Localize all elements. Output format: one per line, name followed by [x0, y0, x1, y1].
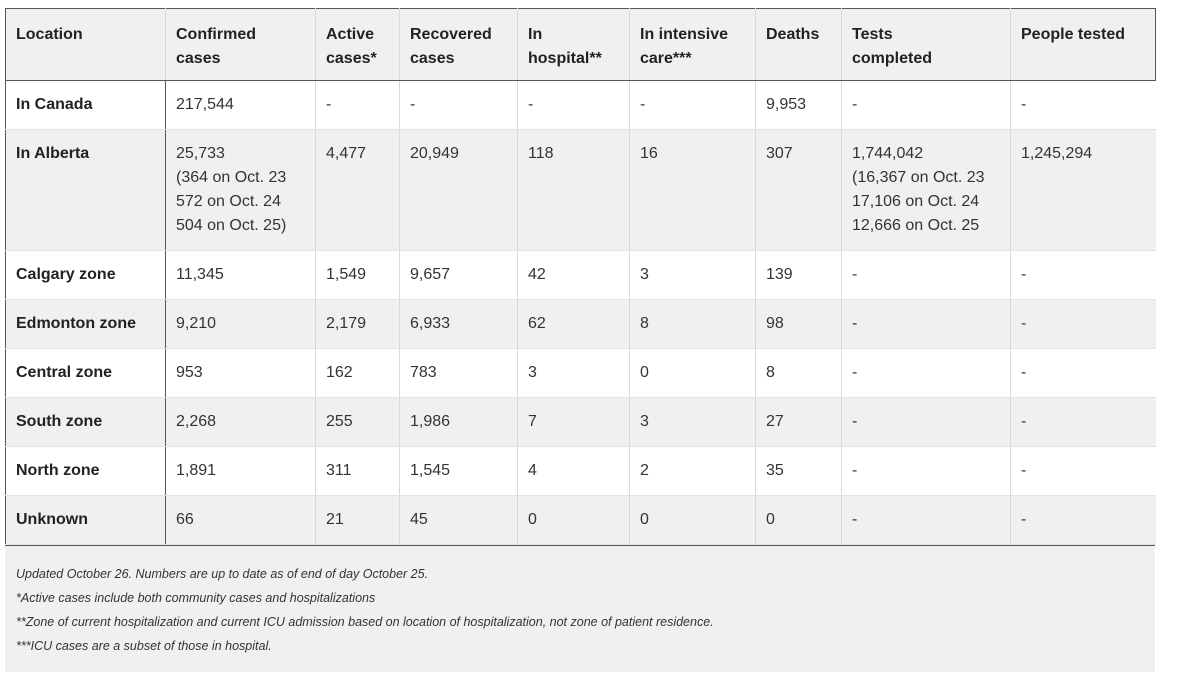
cell-confirmed-cases: 1,891	[165, 446, 316, 496]
cell-location: Unknown	[5, 495, 166, 545]
cell-location: Calgary zone	[5, 250, 166, 300]
table-row: Central zone 953 162 783 3 0 8- -	[5, 348, 1156, 398]
cell-in-hospital: 0	[517, 495, 630, 545]
cell-active-cases: 1,549	[315, 250, 400, 300]
table-row: Edmonton zone 9,210 2,179 6,933 62 8 98- -	[5, 299, 1156, 349]
cell-people-tested: -	[1010, 348, 1156, 398]
header-deaths: Deaths	[755, 8, 842, 81]
cell-location: Central zone	[5, 348, 166, 398]
note-hospitalization-zone: **Zone of current hospitalization and cu…	[16, 615, 714, 629]
cell-location: In Alberta	[5, 129, 166, 251]
cell-recovered-cases: 1,986	[399, 397, 518, 447]
cell-people-tested: -	[1010, 397, 1156, 447]
cell-confirmed-cases: 2,268	[165, 397, 316, 447]
cell-recovered-cases: 9,657	[399, 250, 518, 300]
cell-active-cases: 311	[315, 446, 400, 496]
cell-deaths: 307	[755, 129, 842, 251]
cell-confirmed-cases: 11,345	[165, 250, 316, 300]
cell-deaths: 35	[755, 446, 842, 496]
cell-intensive-care: -	[629, 80, 756, 130]
cell-active-cases: -	[315, 80, 400, 130]
cell-confirmed-cases: 66	[165, 495, 316, 545]
cell-tests-completed: -	[841, 80, 1011, 130]
cell-people-tested: -	[1010, 250, 1156, 300]
cell-people-tested: -	[1010, 446, 1156, 496]
cell-intensive-care: 0	[629, 495, 756, 545]
cell-confirmed-cases: 217,544	[165, 80, 316, 130]
cell-intensive-care: 0	[629, 348, 756, 398]
cell-in-hospital: -	[517, 80, 630, 130]
cell-people-tested: -	[1010, 80, 1156, 130]
header-recovered-cases: Recovered cases	[399, 8, 518, 81]
cell-in-hospital: 4	[517, 446, 630, 496]
header-in-hospital: In hospital**	[517, 8, 630, 81]
cell-recovered-cases: -	[399, 80, 518, 130]
header-tests-completed: Tests completed	[841, 8, 1011, 81]
cell-deaths: 9,953	[755, 80, 842, 130]
cell-tests-completed: -	[841, 299, 1011, 349]
header-intensive-care: In intensive care***	[629, 8, 756, 81]
table-row: South zone 2,268 255 1,986 7 3 27- -	[5, 397, 1156, 447]
cell-location: In Canada	[5, 80, 166, 130]
cell-deaths: 0	[755, 495, 842, 545]
cell-deaths: 8	[755, 348, 842, 398]
table-row: In Canada 217,544- - - -9,953- -	[5, 80, 1156, 130]
cell-deaths: 98	[755, 299, 842, 349]
cell-tests-completed: -	[841, 397, 1011, 447]
cell-active-cases: 162	[315, 348, 400, 398]
cell-tests-completed: 1,744,042 (16,367 on Oct. 23 17,106 on O…	[841, 129, 1011, 251]
cell-in-hospital: 118	[517, 129, 630, 251]
table-row: Unknown 66 21 45 0 0 0- -	[5, 495, 1156, 545]
cell-people-tested: -	[1010, 495, 1156, 545]
cell-people-tested: -	[1010, 299, 1156, 349]
cell-intensive-care: 3	[629, 397, 756, 447]
cell-tests-completed: -	[841, 495, 1011, 545]
table-row: North zone 1,891 311 1,545 4 2 35- -	[5, 446, 1156, 496]
cell-tests-completed: -	[841, 446, 1011, 496]
covid-stats-table: Location Confirmed cases Active cases* R…	[5, 8, 1156, 545]
cell-confirmed-cases: 953	[165, 348, 316, 398]
cell-active-cases: 2,179	[315, 299, 400, 349]
cell-tests-completed: -	[841, 250, 1011, 300]
cell-in-hospital: 62	[517, 299, 630, 349]
cell-confirmed-cases: 9,210	[165, 299, 316, 349]
table-header: Location Confirmed cases Active cases* R…	[5, 8, 1156, 81]
cell-intensive-care: 8	[629, 299, 756, 349]
cell-deaths: 27	[755, 397, 842, 447]
header-confirmed-cases: Confirmed cases	[165, 8, 316, 81]
cell-location: North zone	[5, 446, 166, 496]
cell-active-cases: 4,477	[315, 129, 400, 251]
cell-in-hospital: 3	[517, 348, 630, 398]
note-icu-cases: ***ICU cases are a subset of those in ho…	[16, 639, 272, 653]
header-people-tested: People tested	[1010, 8, 1156, 81]
cell-intensive-care: 2	[629, 446, 756, 496]
cell-deaths: 139	[755, 250, 842, 300]
header-location: Location	[5, 8, 166, 81]
cell-active-cases: 21	[315, 495, 400, 545]
table-row: In Alberta 25,733 (364 on Oct. 23 572 on …	[5, 129, 1156, 251]
table-footnotes: Updated October 26. Numbers are up to da…	[5, 545, 1155, 672]
table-body: In Canada 217,544- - - -9,953- - In Alberta 25,…	[5, 80, 1156, 545]
header-active-cases: Active cases*	[315, 8, 400, 81]
table-row: Calgary zone 11,345 1,549 9,657 42 3 139- -	[5, 250, 1156, 300]
cell-recovered-cases: 45	[399, 495, 518, 545]
cell-confirmed-cases: 25,733 (364 on Oct. 23 572 on Oct. 24 50…	[165, 129, 316, 251]
header-row: Location Confirmed cases Active cases* R…	[5, 8, 1156, 81]
cell-active-cases: 255	[315, 397, 400, 447]
cell-recovered-cases: 1,545	[399, 446, 518, 496]
cell-people-tested: 1,245,294	[1010, 129, 1156, 251]
cell-in-hospital: 7	[517, 397, 630, 447]
cell-location: South zone	[5, 397, 166, 447]
note-updated: Updated October 26. Numbers are up to da…	[16, 567, 429, 581]
cell-intensive-care: 3	[629, 250, 756, 300]
cell-recovered-cases: 783	[399, 348, 518, 398]
cell-recovered-cases: 6,933	[399, 299, 518, 349]
note-active-cases: *Active cases include both community cas…	[16, 591, 376, 605]
cell-recovered-cases: 20,949	[399, 129, 518, 251]
cell-intensive-care: 16	[629, 129, 756, 251]
cell-in-hospital: 42	[517, 250, 630, 300]
cell-location: Edmonton zone	[5, 299, 166, 349]
cell-tests-completed: -	[841, 348, 1011, 398]
covid-stats-container: Location Confirmed cases Active cases* R…	[5, 8, 1156, 672]
